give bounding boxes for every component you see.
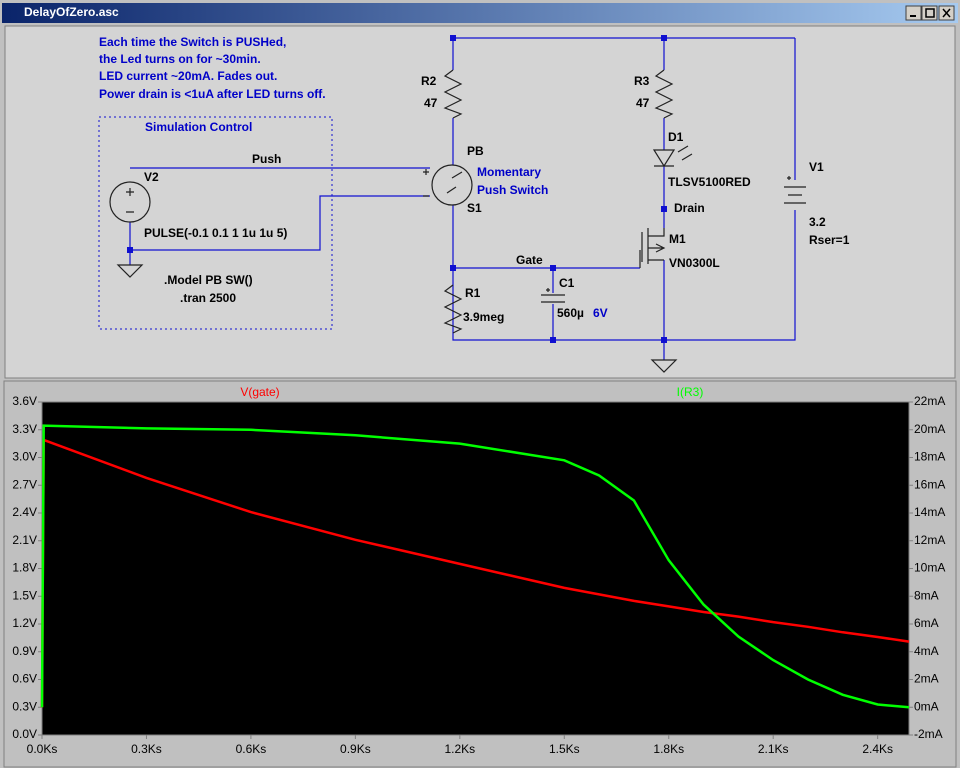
- note: Power drain is <1uA after LED turns off.: [99, 87, 326, 101]
- y2-tick-label: 10mA: [914, 561, 945, 575]
- component-value: 3.2: [809, 215, 826, 229]
- component-ref: R2: [421, 74, 437, 88]
- y-tick-label: 1.2V: [12, 616, 37, 630]
- net-label: Gate: [516, 253, 543, 267]
- maximize-icon: [925, 8, 935, 18]
- window-buttons[interactable]: [905, 5, 955, 21]
- component-desc: Push Switch: [477, 183, 548, 197]
- component-value: PULSE(-0.1 0.1 1 1u 1u 5): [144, 226, 287, 240]
- y2-tick-label: 20mA: [914, 422, 945, 436]
- y2-tick-label: 14mA: [914, 505, 945, 519]
- x-tick-label: 1.2Ks: [444, 742, 475, 756]
- schematic-symbols: [109, 69, 806, 373]
- component-value: 47: [636, 96, 650, 110]
- sim-control-box: [98, 116, 333, 330]
- component-ref: V2: [144, 170, 159, 184]
- y-tick-label: 0.0V: [12, 727, 37, 741]
- note: Each time the Switch is PUSHed,: [99, 35, 286, 49]
- component-rating: 6V: [593, 306, 608, 320]
- y2-tick-label: 22mA: [914, 394, 945, 408]
- y2-tick-label: 2mA: [914, 672, 939, 686]
- x-tick-label: 1.8Ks: [653, 742, 684, 756]
- series-line: [40, 438, 910, 708]
- x-tick-label: 0.9Ks: [340, 742, 371, 756]
- x-tick-label: 1.5Ks: [549, 742, 580, 756]
- y2-tick-label: 8mA: [914, 588, 939, 602]
- y-tick-label: 2.1V: [12, 533, 37, 547]
- x-tick-label: 0.6Ks: [236, 742, 267, 756]
- component-value: 3.9meg: [463, 310, 504, 324]
- y-tick-label: 2.4V: [12, 505, 37, 519]
- component-value: TLSV5100RED: [668, 175, 751, 189]
- x-tick-label: 2.1Ks: [758, 742, 789, 756]
- component-ref: M1: [669, 232, 686, 246]
- legend-entry: I(R3): [677, 385, 704, 399]
- net-label: Push: [252, 152, 281, 166]
- y-tick-label: 3.0V: [12, 450, 37, 464]
- minimize-button[interactable]: [905, 5, 922, 21]
- sim-control-label: Simulation Control: [145, 120, 252, 134]
- component-ref: R1: [465, 286, 481, 300]
- legend-entry: V(gate): [240, 385, 279, 399]
- schematic-wires: [98, 35, 796, 360]
- net-label: Drain: [674, 201, 705, 215]
- y-tick-label: 3.3V: [12, 422, 37, 436]
- note: the Led turns on for ~30min.: [99, 52, 261, 66]
- component-ref: S1: [467, 201, 482, 215]
- component-ref: D1: [668, 130, 684, 144]
- y2-tick-label: -2mA: [914, 727, 943, 741]
- window-title: DelayOfZero.asc: [24, 5, 119, 19]
- y2-tick-label: 12mA: [914, 533, 945, 547]
- series-line: [40, 424, 910, 709]
- y-tick-label: 3.6V: [12, 394, 37, 408]
- y-tick-label: 2.7V: [12, 477, 37, 491]
- note: LED current ~20mA. Fades out.: [99, 69, 277, 83]
- y-tick-label: 1.8V: [12, 561, 37, 575]
- y-tick-label: 0.9V: [12, 644, 37, 658]
- y-tick-label: 0.6V: [12, 672, 37, 686]
- component-ref: C1: [559, 276, 575, 290]
- component-value: Rser=1: [809, 233, 850, 247]
- y2-tick-label: 6mA: [914, 616, 939, 630]
- close-icon: [942, 8, 951, 18]
- y2-tick-label: 4mA: [914, 644, 939, 658]
- y2-tick-label: 18mA: [914, 450, 945, 464]
- y2-tick-label: 16mA: [914, 477, 945, 491]
- schematic-pane[interactable]: [4, 25, 956, 379]
- component-value: 560µ: [557, 306, 584, 320]
- directive: .tran 2500: [180, 291, 236, 305]
- component-value: VN0300L: [669, 256, 720, 270]
- component-ref: PB: [467, 144, 484, 158]
- component-ref: R3: [634, 74, 650, 88]
- y-tick-label: 1.5V: [12, 588, 37, 602]
- x-tick-label: 2.4Ks: [862, 742, 893, 756]
- title-bar: [2, 3, 958, 23]
- y-tick-label: 0.3V: [12, 699, 37, 713]
- directive: .Model PB SW(): [164, 273, 253, 287]
- component-value: 47: [424, 96, 438, 110]
- x-tick-label: 0.0Ks: [27, 742, 58, 756]
- x-tick-label: 0.3Ks: [131, 742, 162, 756]
- component-desc: Momentary: [477, 165, 541, 179]
- component-ref: V1: [809, 160, 824, 174]
- y2-tick-label: 0mA: [914, 699, 939, 713]
